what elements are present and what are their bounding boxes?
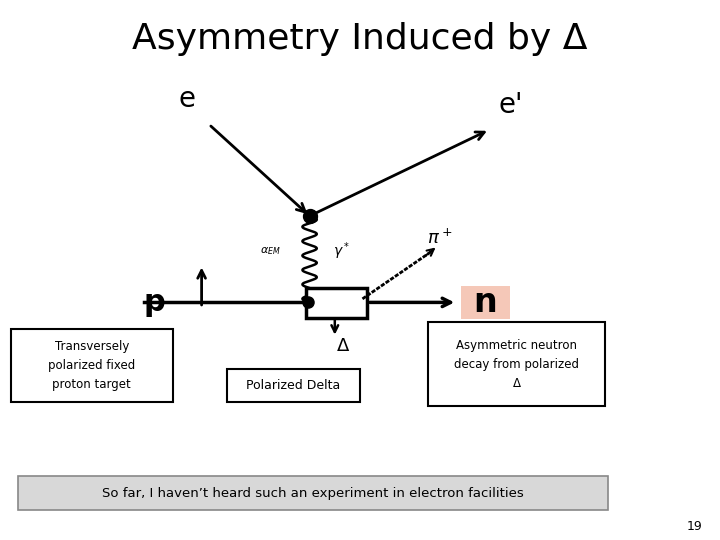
Bar: [11, 329, 173, 402]
Bar: [461, 286, 510, 319]
Text: n: n: [474, 286, 497, 319]
Text: $\gamma^*$: $\gamma^*$: [333, 240, 351, 262]
Text: $\pi^+$: $\pi^+$: [426, 228, 452, 247]
Text: So far, I haven’t heard such an experiment in electron facilities: So far, I haven’t heard such an experime…: [102, 487, 524, 500]
Text: e': e': [499, 91, 523, 119]
Text: Polarized Delta: Polarized Delta: [246, 379, 341, 392]
Bar: [18, 476, 608, 510]
Text: e: e: [179, 85, 196, 113]
Text: Transversely
polarized fixed
proton target: Transversely polarized fixed proton targ…: [48, 340, 135, 392]
Text: Asymmetric neutron
decay from polarized
Δ: Asymmetric neutron decay from polarized …: [454, 339, 579, 390]
Text: $\Delta$: $\Delta$: [336, 336, 351, 355]
Bar: [227, 369, 360, 402]
Text: Asymmetry Induced by Δ: Asymmetry Induced by Δ: [132, 22, 588, 56]
Bar: [428, 322, 605, 406]
Text: p: p: [144, 288, 166, 317]
Bar: [306, 288, 367, 318]
Text: $\alpha_{EM}$: $\alpha_{EM}$: [260, 245, 280, 257]
Text: 19: 19: [687, 520, 703, 533]
